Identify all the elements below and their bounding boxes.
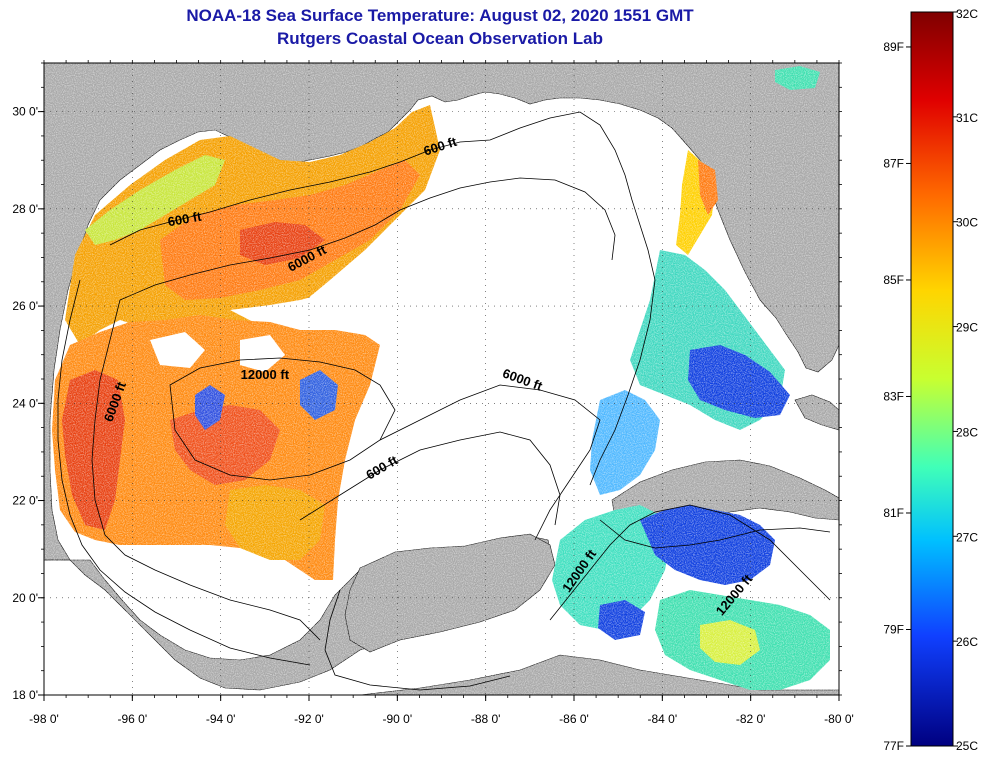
contour-cuba-shelf (599, 519, 831, 549)
x-tick-label: -94 0' (206, 712, 236, 726)
colorbar-f-label: 85F (883, 273, 904, 287)
x-tick-label: -84 0' (648, 712, 678, 726)
y-tick-label: 20 0' (12, 591, 38, 605)
colorbar-c-label: 26C (956, 635, 978, 649)
colorbar-f-label: 79F (883, 622, 904, 636)
colorbar-c-label: 29C (956, 321, 978, 335)
y-tick-label: 24 0' (12, 396, 38, 410)
x-tick-label: -92 0' (294, 712, 324, 726)
colorbar-c-label: 30C (956, 216, 978, 230)
x-axis: -98 0' -96 0' -94 0' -92 0' -90 0' -88 0' -86 … (29, 60, 854, 726)
x-tick-label: -88 0' (471, 712, 501, 726)
y-axis: 30 0' 28 0' 26 0' 24 0' 22 0' 20 0' 18 0' (12, 62, 842, 702)
y-tick-label: 26 0' (12, 299, 38, 313)
bathymetry-contours (57, 111, 831, 691)
contour-label: 12000 ft (241, 367, 290, 382)
x-tick-label: -96 0' (118, 712, 148, 726)
y-tick-label: 18 0' (12, 688, 38, 702)
colorbar-f-label: 83F (883, 389, 904, 403)
colorbar-labels: 32C 31C 30C 29C 28C 27C 26C 25C 89F 87F 85F 83F 81F 7… (883, 7, 978, 753)
colorbar (910, 11, 954, 747)
contour-600ft-west (57, 279, 311, 666)
graticule (44, 63, 839, 695)
contour-12000ft-caribbean (549, 504, 831, 621)
x-tick-label: -80 0' (824, 712, 854, 726)
map-title: NOAA-18 Sea Surface Temperature: August … (186, 6, 694, 25)
x-tick-label: -86 0' (559, 712, 589, 726)
x-tick-label: -90 0' (383, 712, 413, 726)
contour-600ft-north (109, 111, 656, 486)
map-subtitle: Rutgers Coastal Ocean Observation Lab (277, 29, 603, 48)
colorbar-c-label: 31C (956, 111, 978, 125)
contour-6000ft-north (119, 177, 616, 301)
colorbar-f-label: 89F (883, 40, 904, 54)
contour-6000ft-east (379, 384, 601, 541)
y-tick-label: 22 0' (12, 494, 38, 508)
y-tick-label: 30 0' (12, 105, 38, 119)
colorbar-c-label: 27C (956, 530, 978, 544)
cloud-speckle (44, 63, 839, 695)
x-tick-label: -82 0' (736, 712, 766, 726)
colorbar-c-label: 32C (956, 7, 978, 21)
colorbar-f-label: 77F (883, 739, 904, 753)
contour-label: 600 ft (167, 209, 204, 230)
contour-12000ft (169, 357, 396, 481)
colorbar-c-label: 28C (956, 425, 978, 439)
contour-6000ft-west (91, 299, 321, 641)
x-tick-label: -98 0' (29, 712, 59, 726)
y-tick-label: 28 0' (12, 202, 38, 216)
contour-600ft-south (299, 431, 561, 526)
colorbar-f-label: 81F (883, 506, 904, 520)
contour-600ft-yucatan (324, 589, 511, 691)
colorbar-f-label: 87F (883, 156, 904, 170)
colorbar-c-label: 25C (956, 739, 978, 753)
